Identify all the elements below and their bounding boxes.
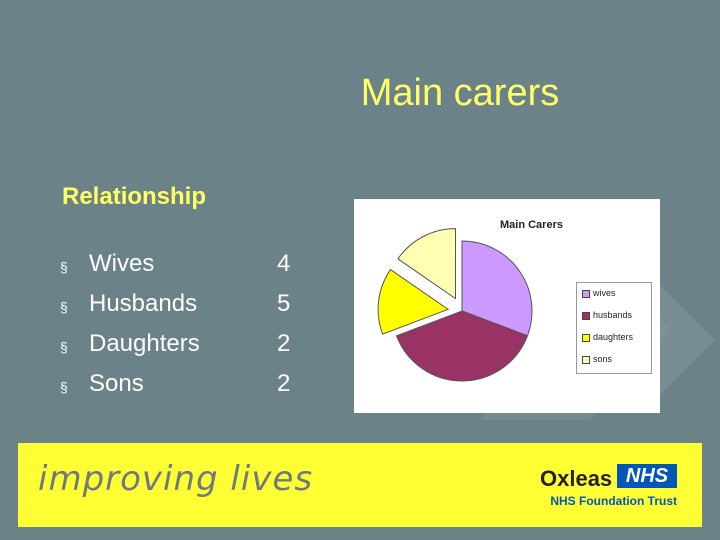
list-item-label: Sons xyxy=(89,370,144,397)
legend-label: sons xyxy=(593,354,613,364)
list-item-count: 2 xyxy=(277,330,291,357)
list-item-label: Wives xyxy=(89,250,155,277)
chart-title: Main Carers xyxy=(500,219,563,231)
list-item: § Husbands 5 xyxy=(60,286,310,326)
pie-slice-wives xyxy=(461,240,533,337)
chart-legend: wives husbands daughters sons xyxy=(576,282,652,374)
legend-item: sons xyxy=(577,349,651,371)
nhs-trust-logo: Oxleas NHS NHS Foundation Trust xyxy=(480,461,700,511)
footer-tagline: improving lives xyxy=(38,459,314,499)
legend-label: wives xyxy=(593,288,616,298)
legend-swatch-husbands xyxy=(582,312,590,320)
bullet-icon: § xyxy=(60,339,68,355)
bullet-icon: § xyxy=(60,379,68,395)
pie-chart: Main Carers wives husbands daughters son… xyxy=(354,199,660,413)
slide-subtitle: Relationship xyxy=(62,183,207,210)
footer-banner: improving lives Oxleas NHS NHS Foundatio… xyxy=(18,443,702,527)
legend-item: husbands xyxy=(577,305,651,327)
logo-org-subtitle: NHS Foundation Trust xyxy=(550,494,677,508)
list-item-count: 5 xyxy=(277,290,291,317)
slide-title: Main carers xyxy=(360,72,560,114)
pie-plot xyxy=(377,228,533,382)
list-item-count: 2 xyxy=(277,370,291,397)
list-item-label: Daughters xyxy=(89,330,200,357)
logo-org-name: Oxleas xyxy=(540,466,613,491)
legend-swatch-sons xyxy=(582,356,590,364)
legend-label: husbands xyxy=(593,310,633,320)
pie-slice-husbands xyxy=(395,310,529,382)
bullet-icon: § xyxy=(60,259,68,275)
nhs-logo-mark: NHS xyxy=(617,464,677,488)
list-item: § Daughters 2 xyxy=(60,326,310,366)
relationship-list: § Wives 4 § Husbands 5 § Daughters 2 § S… xyxy=(60,246,310,406)
bullet-icon: § xyxy=(60,299,68,315)
legend-swatch-daughters xyxy=(582,334,590,342)
legend-swatch-wives xyxy=(582,290,590,298)
legend-item: wives xyxy=(577,283,651,305)
list-item: § Wives 4 xyxy=(60,246,310,286)
list-item: § Sons 2 xyxy=(60,366,310,406)
pie-slice-daughters xyxy=(377,268,450,335)
legend-label: daughters xyxy=(593,332,634,342)
pie-slice-sons xyxy=(397,228,456,300)
list-item-count: 4 xyxy=(277,250,291,277)
legend-item: daughters xyxy=(577,327,651,349)
list-item-label: Husbands xyxy=(89,290,198,317)
